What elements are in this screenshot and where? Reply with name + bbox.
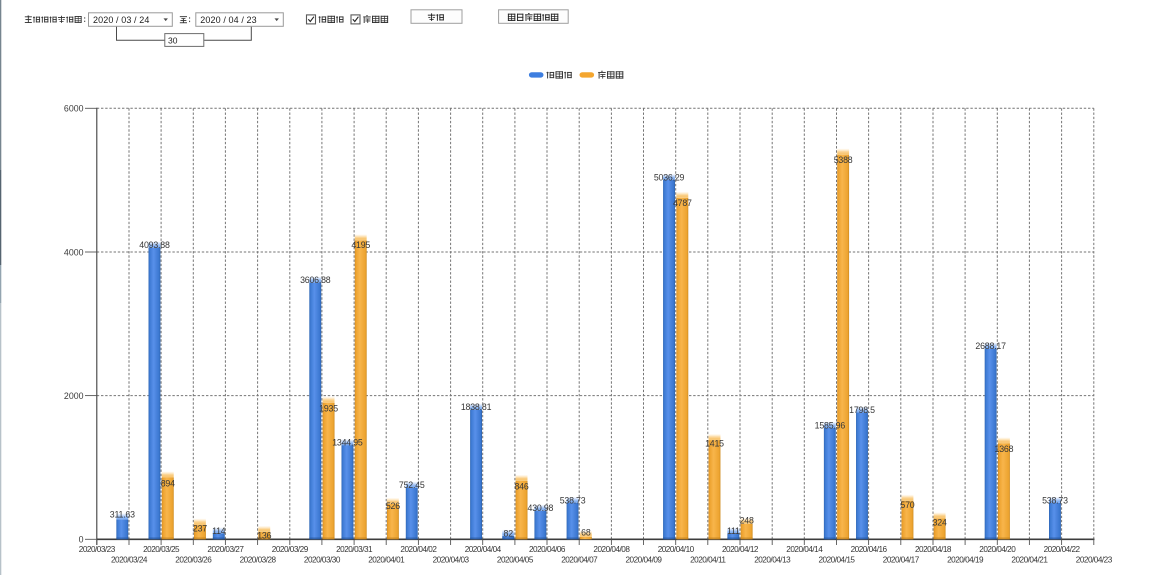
svg-text:2020/04/01: 2020/04/01 xyxy=(368,556,405,565)
svg-text:2020/03/29: 2020/03/29 xyxy=(272,545,309,554)
svg-text:2020/04/19: 2020/04/19 xyxy=(947,556,984,565)
svg-text:2020/04/08: 2020/04/08 xyxy=(593,545,630,554)
svg-text:526: 526 xyxy=(386,501,400,511)
svg-text:2020/03/28: 2020/03/28 xyxy=(240,556,277,565)
svg-text:2020/03/30: 2020/03/30 xyxy=(304,556,341,565)
svg-text:114: 114 xyxy=(212,526,226,536)
svg-text:2020/04/12: 2020/04/12 xyxy=(722,545,759,554)
svg-text:2020/04/14: 2020/04/14 xyxy=(786,545,823,554)
svg-text:2020/04/18: 2020/04/18 xyxy=(915,545,952,554)
svg-text:430.98: 430.98 xyxy=(528,503,554,513)
svg-text:2020/04/10: 2020/04/10 xyxy=(658,545,695,554)
svg-text:2020/04/04: 2020/04/04 xyxy=(465,545,502,554)
svg-text:237: 237 xyxy=(193,523,207,533)
svg-text:1798.5: 1798.5 xyxy=(849,405,875,415)
svg-text:1935: 1935 xyxy=(319,403,338,413)
svg-text:538.73: 538.73 xyxy=(560,496,586,506)
svg-text:136: 136 xyxy=(257,530,271,540)
svg-text:6000: 6000 xyxy=(64,104,84,114)
svg-text:2020/04/13: 2020/04/13 xyxy=(754,556,791,565)
svg-text:2020/03/27: 2020/03/27 xyxy=(207,545,244,554)
svg-text:248: 248 xyxy=(740,515,754,525)
svg-text:5388: 5388 xyxy=(834,155,853,165)
svg-text:2020/04/06: 2020/04/06 xyxy=(529,545,566,554)
svg-text:1344.95: 1344.95 xyxy=(332,438,363,448)
svg-text:311.63: 311.63 xyxy=(110,509,135,519)
svg-text:2020/04/21: 2020/04/21 xyxy=(1011,556,1048,565)
svg-text:2020 / 04 / 23: 2020 / 04 / 23 xyxy=(200,15,256,25)
svg-text:4195: 4195 xyxy=(351,240,370,250)
svg-text:2020/04/09: 2020/04/09 xyxy=(626,556,663,565)
svg-text:68: 68 xyxy=(581,527,591,537)
svg-text:2020/04/20: 2020/04/20 xyxy=(979,545,1016,554)
svg-text:2020/04/22: 2020/04/22 xyxy=(1044,545,1081,554)
svg-text:324: 324 xyxy=(933,517,947,527)
svg-text:894: 894 xyxy=(161,478,175,488)
svg-text:30: 30 xyxy=(168,35,178,45)
svg-text:2020/04/17: 2020/04/17 xyxy=(883,556,920,565)
svg-text:1368: 1368 xyxy=(995,444,1014,454)
svg-text:1415: 1415 xyxy=(705,438,724,448)
svg-text:538.73: 538.73 xyxy=(1042,496,1068,506)
svg-text:570: 570 xyxy=(900,500,914,510)
svg-text:2020/03/23: 2020/03/23 xyxy=(79,545,116,554)
svg-text:2020/04/07: 2020/04/07 xyxy=(561,556,598,565)
svg-text:2020/04/05: 2020/04/05 xyxy=(497,556,534,565)
svg-text:4093.88: 4093.88 xyxy=(139,240,170,250)
svg-text:2020 / 03 / 24: 2020 / 03 / 24 xyxy=(93,15,149,25)
svg-text:2020/03/25: 2020/03/25 xyxy=(143,545,180,554)
svg-text:0: 0 xyxy=(79,535,84,545)
svg-text:3606.88: 3606.88 xyxy=(300,275,331,285)
svg-text:111: 111 xyxy=(727,526,740,536)
svg-text:2020/04/02: 2020/04/02 xyxy=(400,545,437,554)
svg-text:2020/04/16: 2020/04/16 xyxy=(851,545,888,554)
svg-text:1838.81: 1838.81 xyxy=(461,402,492,412)
svg-text:752.45: 752.45 xyxy=(399,480,425,490)
svg-text:2020/04/03: 2020/04/03 xyxy=(433,556,470,565)
svg-text:1585.96: 1585.96 xyxy=(815,420,846,430)
svg-text:846: 846 xyxy=(514,481,528,491)
svg-text:2020/04/23: 2020/04/23 xyxy=(1076,556,1113,565)
svg-text:82: 82 xyxy=(504,528,514,538)
svg-text:2020/03/31: 2020/03/31 xyxy=(336,545,373,554)
svg-text:2020/03/24: 2020/03/24 xyxy=(111,556,148,565)
svg-text:2020/04/11: 2020/04/11 xyxy=(690,556,726,565)
svg-text:2000: 2000 xyxy=(64,391,84,401)
svg-text:5036.29: 5036.29 xyxy=(654,172,685,182)
svg-text:2020/04/15: 2020/04/15 xyxy=(819,556,856,565)
svg-text:4787: 4787 xyxy=(673,198,692,208)
svg-text:2688.17: 2688.17 xyxy=(975,341,1006,351)
svg-text:4000: 4000 xyxy=(64,247,84,257)
svg-text:2020/03/26: 2020/03/26 xyxy=(175,556,212,565)
